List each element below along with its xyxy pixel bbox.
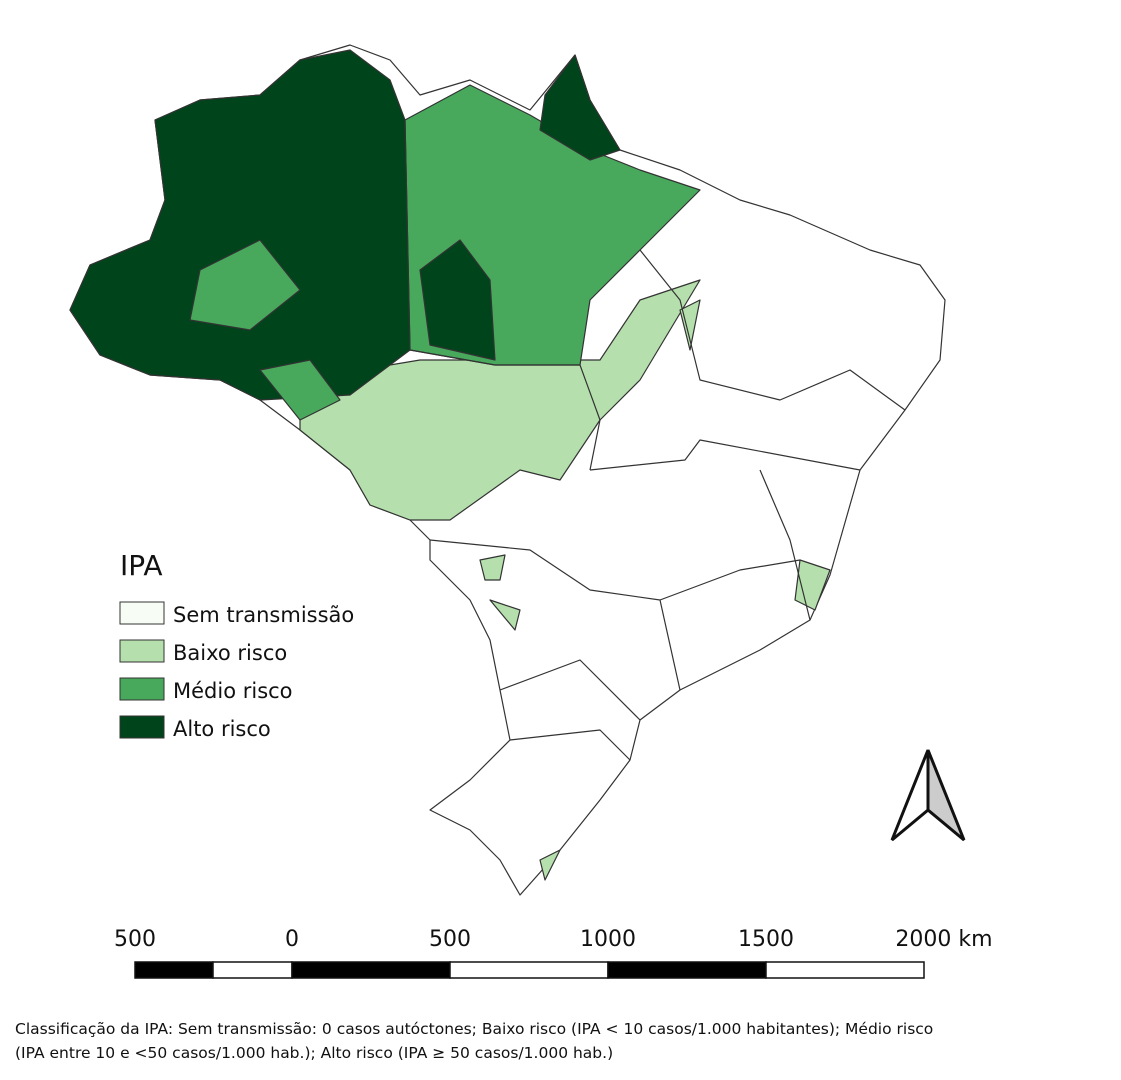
scale-segment: [212, 961, 293, 979]
low-risk-region: [479, 554, 506, 581]
legend-swatch: [119, 715, 165, 739]
state-border: [429, 539, 681, 691]
map: [69, 44, 946, 896]
state-border: [409, 349, 601, 471]
scale-bar: 500 0 500 1000 1500 2000 km: [114, 927, 993, 979]
legend-swatch: [119, 677, 165, 701]
scale-label: 2000 km: [895, 927, 992, 952]
arrow-left: [890, 749, 930, 842]
scale-segment: [449, 961, 609, 979]
low-risk-region: [489, 599, 521, 631]
scale-label: 500: [429, 927, 471, 952]
scale-segment: [765, 961, 925, 979]
legend-label: Médio risco: [173, 679, 293, 703]
scale-label: 1500: [738, 927, 794, 952]
medium-risk-region: [189, 239, 301, 331]
low-risk-region: [794, 559, 831, 611]
legend-title: IPA: [120, 549, 163, 582]
caption-line: (IPA entre 10 e <50 casos/1.000 hab.); A…: [15, 1044, 613, 1062]
state-border: [509, 729, 631, 761]
legend-swatch: [119, 639, 165, 663]
legend-label: Sem transmissão: [173, 603, 354, 627]
caption-line: Classificação da IPA: Sem transmissão: 0…: [15, 1020, 933, 1038]
high-risk-region: [69, 49, 411, 401]
scale-label: 0: [285, 927, 299, 952]
scale-segment: [607, 961, 767, 979]
low-risk-region: [679, 299, 701, 351]
legend-swatch: [119, 601, 165, 625]
north-arrow: [890, 749, 966, 842]
low-risk-region: [539, 849, 561, 881]
medium-risk-region: [259, 359, 341, 421]
legend-label: Baixo risco: [173, 641, 287, 665]
legend: IPA Sem transmissão Baixo risco Médio ri…: [119, 549, 354, 741]
scale-label: 500: [114, 927, 156, 952]
state-border: [659, 559, 801, 601]
state-border: [499, 659, 641, 721]
scale-label: 1000: [580, 927, 636, 952]
scale-segment: [134, 961, 214, 979]
legend-label: Alto risco: [173, 717, 271, 741]
scale-segment: [291, 961, 451, 979]
state-border: [759, 469, 811, 621]
state-border: [589, 439, 861, 471]
arrow-right: [926, 749, 966, 842]
state-border: [639, 249, 906, 411]
low-risk-region: [299, 279, 701, 521]
high-risk-region: [539, 54, 621, 161]
high-risk-region: [419, 239, 496, 361]
state-borders: [409, 249, 906, 761]
